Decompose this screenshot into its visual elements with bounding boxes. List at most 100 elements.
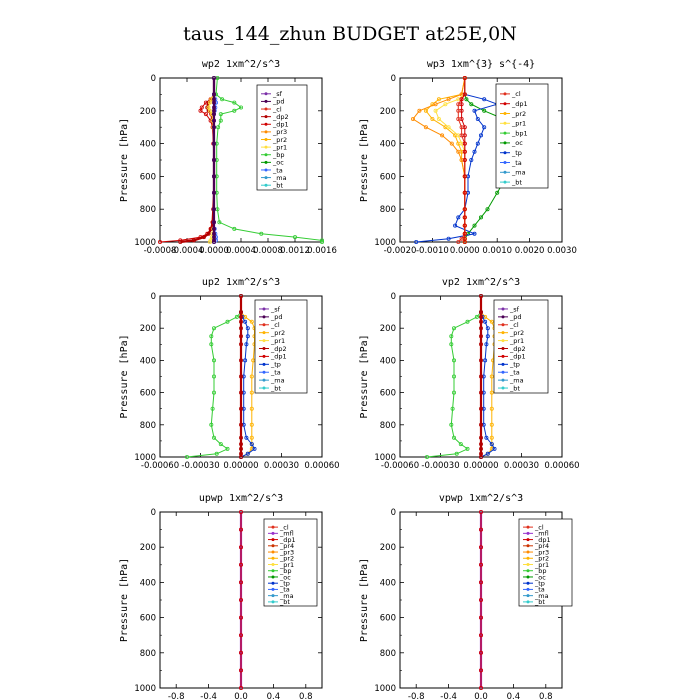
x-tick-label: 0.0 xyxy=(234,692,248,700)
series-point-bp xyxy=(220,97,225,102)
legend-label: _dp1 xyxy=(272,121,289,129)
series-point-pr1 xyxy=(207,100,212,105)
y-tick-label: 400 xyxy=(380,140,396,150)
legend-label: _pr3 xyxy=(534,548,549,556)
series-point-oc xyxy=(472,223,477,228)
y-tick-label: 0 xyxy=(151,508,156,518)
series-point-pr2 xyxy=(423,108,428,113)
series-point-pr2 xyxy=(249,374,254,379)
series-point-tp xyxy=(243,319,248,324)
series-point-dp1 xyxy=(478,686,483,691)
legend-label: _dp1 xyxy=(534,536,551,544)
legend-marker xyxy=(526,587,530,591)
series-point-pr2 xyxy=(249,422,254,427)
legend-label: _pr2 xyxy=(511,110,526,118)
series-point-tp xyxy=(243,358,248,363)
legend-marker xyxy=(501,386,505,390)
series-point-pr3 xyxy=(410,117,415,122)
legend-marker xyxy=(503,92,507,96)
legend-label: _dp1 xyxy=(279,536,296,544)
series-point-pr2 xyxy=(489,390,494,395)
legend-marker xyxy=(271,569,275,573)
series-point-pr2 xyxy=(489,374,494,379)
legend-marker xyxy=(503,141,507,145)
legend-label: _mfl xyxy=(534,530,549,538)
x-tick-label: -0.0008 xyxy=(144,246,177,256)
series-point-dp1 xyxy=(238,668,243,673)
legend-label: _pr2 xyxy=(272,136,287,144)
series-point-pr2 xyxy=(249,406,254,411)
legend-marker xyxy=(271,581,275,585)
series-point-tp xyxy=(446,236,451,241)
series-point-dp2 xyxy=(238,326,243,331)
legend-label: _bt xyxy=(511,178,522,186)
x-tick-label: 0.0016 xyxy=(307,246,337,256)
series-point-pr1 xyxy=(446,125,451,130)
series-point-dp2 xyxy=(478,422,483,427)
series-point-pr3 xyxy=(440,133,445,138)
legend: _cl _dp1 _pr2 _pr1_bp1 _oc _tp _ta _ma_bt xyxy=(495,83,549,189)
series-point-dp1 xyxy=(462,141,467,146)
series-point-pd xyxy=(211,174,216,179)
legend: _sf_pd_cl_pr2_pr1_dp2_dp1_tp_ta_ma_bt xyxy=(493,299,549,394)
series-point-tp xyxy=(414,239,419,244)
legend-marker xyxy=(262,354,266,358)
series-point-pr1 xyxy=(443,102,448,107)
series-point-bp xyxy=(238,105,243,110)
series-point-pr2 xyxy=(249,390,254,395)
series-point-dp2 xyxy=(478,390,483,395)
panel-vpwp: vpwp 1xm^2/s^3 Pressure [hPa] 0 200 400 600 80… xyxy=(359,493,573,700)
y-tick-label: 200 xyxy=(380,107,396,117)
legend-label: _ta xyxy=(272,166,283,174)
series-point-bp xyxy=(451,390,456,395)
y-tick-label: 400 xyxy=(140,140,156,150)
series-point-tp xyxy=(492,446,497,451)
legend-marker xyxy=(262,370,266,374)
series-point-tp xyxy=(472,108,477,113)
series-point-dp1 xyxy=(238,598,243,603)
series-point-tp xyxy=(478,133,483,138)
series-point-bp xyxy=(451,326,456,331)
panel-wp2: wp2 1xm^2/s^3 Pressure [hPa] 0 200 400 600 800… xyxy=(119,59,337,256)
series-point-dp2 xyxy=(478,319,483,324)
series-point-dp2 xyxy=(478,446,483,451)
series-point-pr2 xyxy=(489,406,494,411)
series-point-bp xyxy=(232,100,237,105)
series-line-dp2 xyxy=(180,78,216,244)
series-point-bp xyxy=(465,319,470,324)
series-point-dp2 xyxy=(201,235,206,240)
legend-marker xyxy=(526,594,530,598)
panel-vp2: vp2 1xm^2/s^3 Pressure [hPa] 0 200 400 600 800… xyxy=(359,277,580,471)
series-point-dp1 xyxy=(238,580,243,585)
series-point-pr2 xyxy=(249,319,254,324)
series-point-pr2 xyxy=(489,422,494,427)
series-point-dp2 xyxy=(478,454,483,459)
series-point-tp xyxy=(252,446,257,451)
series-point-pd xyxy=(211,112,216,117)
legend-label: _pr1 xyxy=(279,561,294,569)
y-tick-label: 800 xyxy=(380,649,396,659)
series-point-bp xyxy=(259,231,264,236)
x-tick-label: -0.8 xyxy=(168,692,185,700)
series-point-pr3 xyxy=(449,141,454,146)
y-tick-label: 600 xyxy=(140,614,156,624)
y-tick-label: 800 xyxy=(140,205,156,215)
series-point-tp xyxy=(482,97,487,102)
legend-box xyxy=(495,83,549,189)
series-point-tp xyxy=(249,442,254,447)
series-point-bp xyxy=(216,125,221,130)
series-point-tp xyxy=(482,125,487,130)
series-point-dp2 xyxy=(478,310,483,315)
legend-label: _cl xyxy=(511,90,521,98)
legend-marker xyxy=(264,145,268,149)
series-point-tp xyxy=(485,451,490,456)
legend-marker xyxy=(503,161,507,164)
legend-marker xyxy=(264,115,268,119)
legend-label: _bt xyxy=(534,598,545,606)
panel-up2: up2 1xm^2/s^3 Pressure [hPa] 0 200 400 600 800… xyxy=(119,277,340,471)
legend-label: _ta xyxy=(534,586,545,594)
series-point-dp1 xyxy=(238,650,243,655)
series-point-oc xyxy=(464,97,469,102)
x-tick-label: 0.00060 xyxy=(304,461,339,471)
series-point-bp xyxy=(211,374,216,379)
